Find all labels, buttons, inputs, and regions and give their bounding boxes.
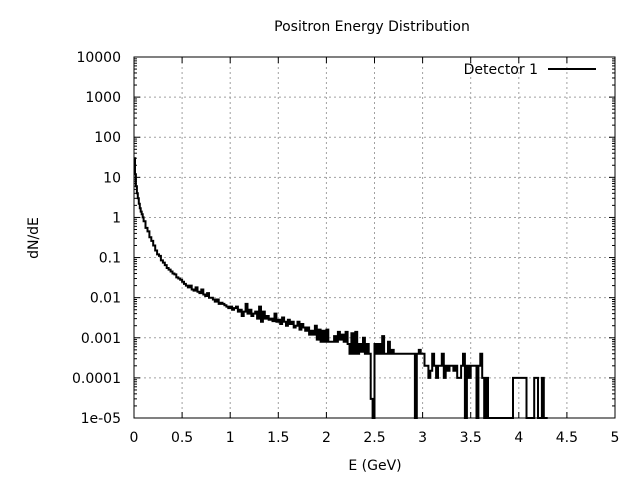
- series-line-detector-1: [134, 157, 548, 419]
- y-tick-label: 0.001: [81, 331, 121, 347]
- x-tick-label: 3.5: [460, 430, 482, 446]
- x-tick-label: 0: [130, 430, 139, 446]
- y-tick-label: 10: [103, 170, 121, 186]
- plot-area: [134, 157, 548, 419]
- y-tick-label: 0.01: [90, 291, 121, 307]
- y-tick-label: 10000: [76, 50, 121, 66]
- x-tick-label: 4.5: [556, 430, 578, 446]
- x-tick-label: 1.5: [267, 430, 289, 446]
- grid-lines: [134, 57, 615, 418]
- x-tick-label: 1: [226, 430, 235, 446]
- x-tick-label: 3: [418, 430, 427, 446]
- legend-label-detector-1: Detector 1: [464, 62, 538, 78]
- y-axis-label: dN/dE: [26, 217, 42, 259]
- x-tick-labels: 0 0.5 1 1.5 2 2.5 3 3.5 4 4.5 5: [130, 430, 620, 446]
- y-tick-label: 1e-05: [81, 411, 121, 427]
- axis-ticks: [133, 56, 616, 419]
- chart-title: Positron Energy Distribution: [274, 19, 470, 35]
- x-tick-label: 5: [611, 430, 620, 446]
- y-tick-labels: 1e-05 0.0001 0.001 0.01 0.1 1 10 100 1000 10000: [72, 50, 121, 427]
- x-tick-label: 0.5: [171, 430, 193, 446]
- y-tick-label: 1000: [85, 90, 121, 106]
- y-tick-label: 100: [94, 130, 121, 146]
- y-tick-label: 0.0001: [72, 371, 121, 387]
- y-tick-label: 1: [112, 210, 121, 226]
- x-tick-label: 2: [322, 430, 331, 446]
- x-tick-label: 2.5: [363, 430, 385, 446]
- x-tick-label: 4: [514, 430, 523, 446]
- y-tick-label: 0.1: [99, 251, 121, 267]
- x-axis-label: E (GeV): [348, 458, 401, 474]
- legend: Detector 1: [464, 62, 596, 78]
